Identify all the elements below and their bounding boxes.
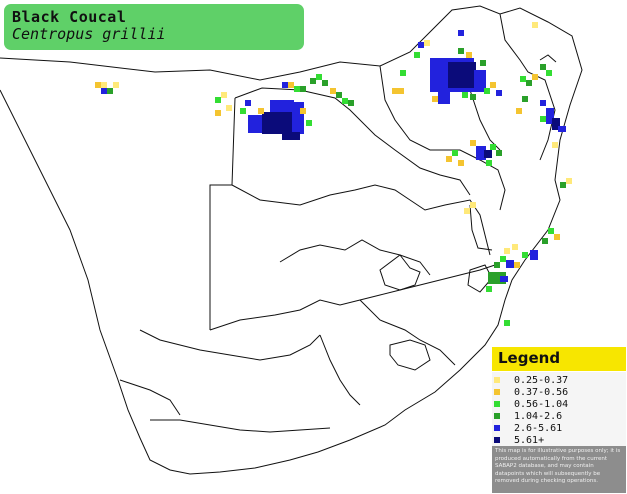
legend-label: 0.25-0.37 [514, 375, 569, 386]
legend-swatch [494, 401, 500, 407]
legend-swatch [494, 413, 500, 419]
legend-item: 2.6-5.61 [492, 422, 626, 435]
eswatini [467, 264, 493, 293]
legend-label: 0.37-0.56 [514, 387, 569, 398]
legend-swatch [494, 389, 500, 395]
legend-label: 1.04-2.6 [514, 411, 563, 422]
title-panel: Black Coucal Centropus grillii [4, 4, 304, 50]
coastline [0, 5, 583, 475]
legend-swatch [494, 437, 500, 443]
legend-label: 0.56-1.04 [514, 399, 569, 410]
legend-swatch [494, 425, 500, 431]
legend-label: 5.61+ [514, 435, 545, 446]
species-scientific-name: Centropus grillii [12, 25, 166, 43]
legend-swatch [494, 377, 500, 383]
legend-item: 0.56-1.04 [492, 398, 626, 411]
legend-disclaimer: This map is for illustrative purposes on… [492, 446, 626, 493]
legend-item: 0.25-0.37 [492, 374, 626, 387]
occurrence-cells [95, 22, 572, 326]
legend-label: 2.6-5.61 [514, 423, 563, 434]
species-common-name: Black Coucal [12, 8, 127, 26]
legend-item: 1.04-2.6 [492, 410, 626, 423]
legend-item: 5.61+ [492, 434, 626, 447]
legend-title: Legend [498, 349, 561, 367]
lesotho [389, 339, 431, 371]
legend-panel: Legend 0.25-0.37 0.37-0.56 0.56-1.04 1.0… [492, 347, 626, 493]
legend-list: 0.25-0.37 0.37-0.56 0.56-1.04 1.04-2.6 2… [492, 372, 626, 448]
legend-item: 0.37-0.56 [492, 386, 626, 399]
legend-header: Legend [492, 347, 626, 371]
